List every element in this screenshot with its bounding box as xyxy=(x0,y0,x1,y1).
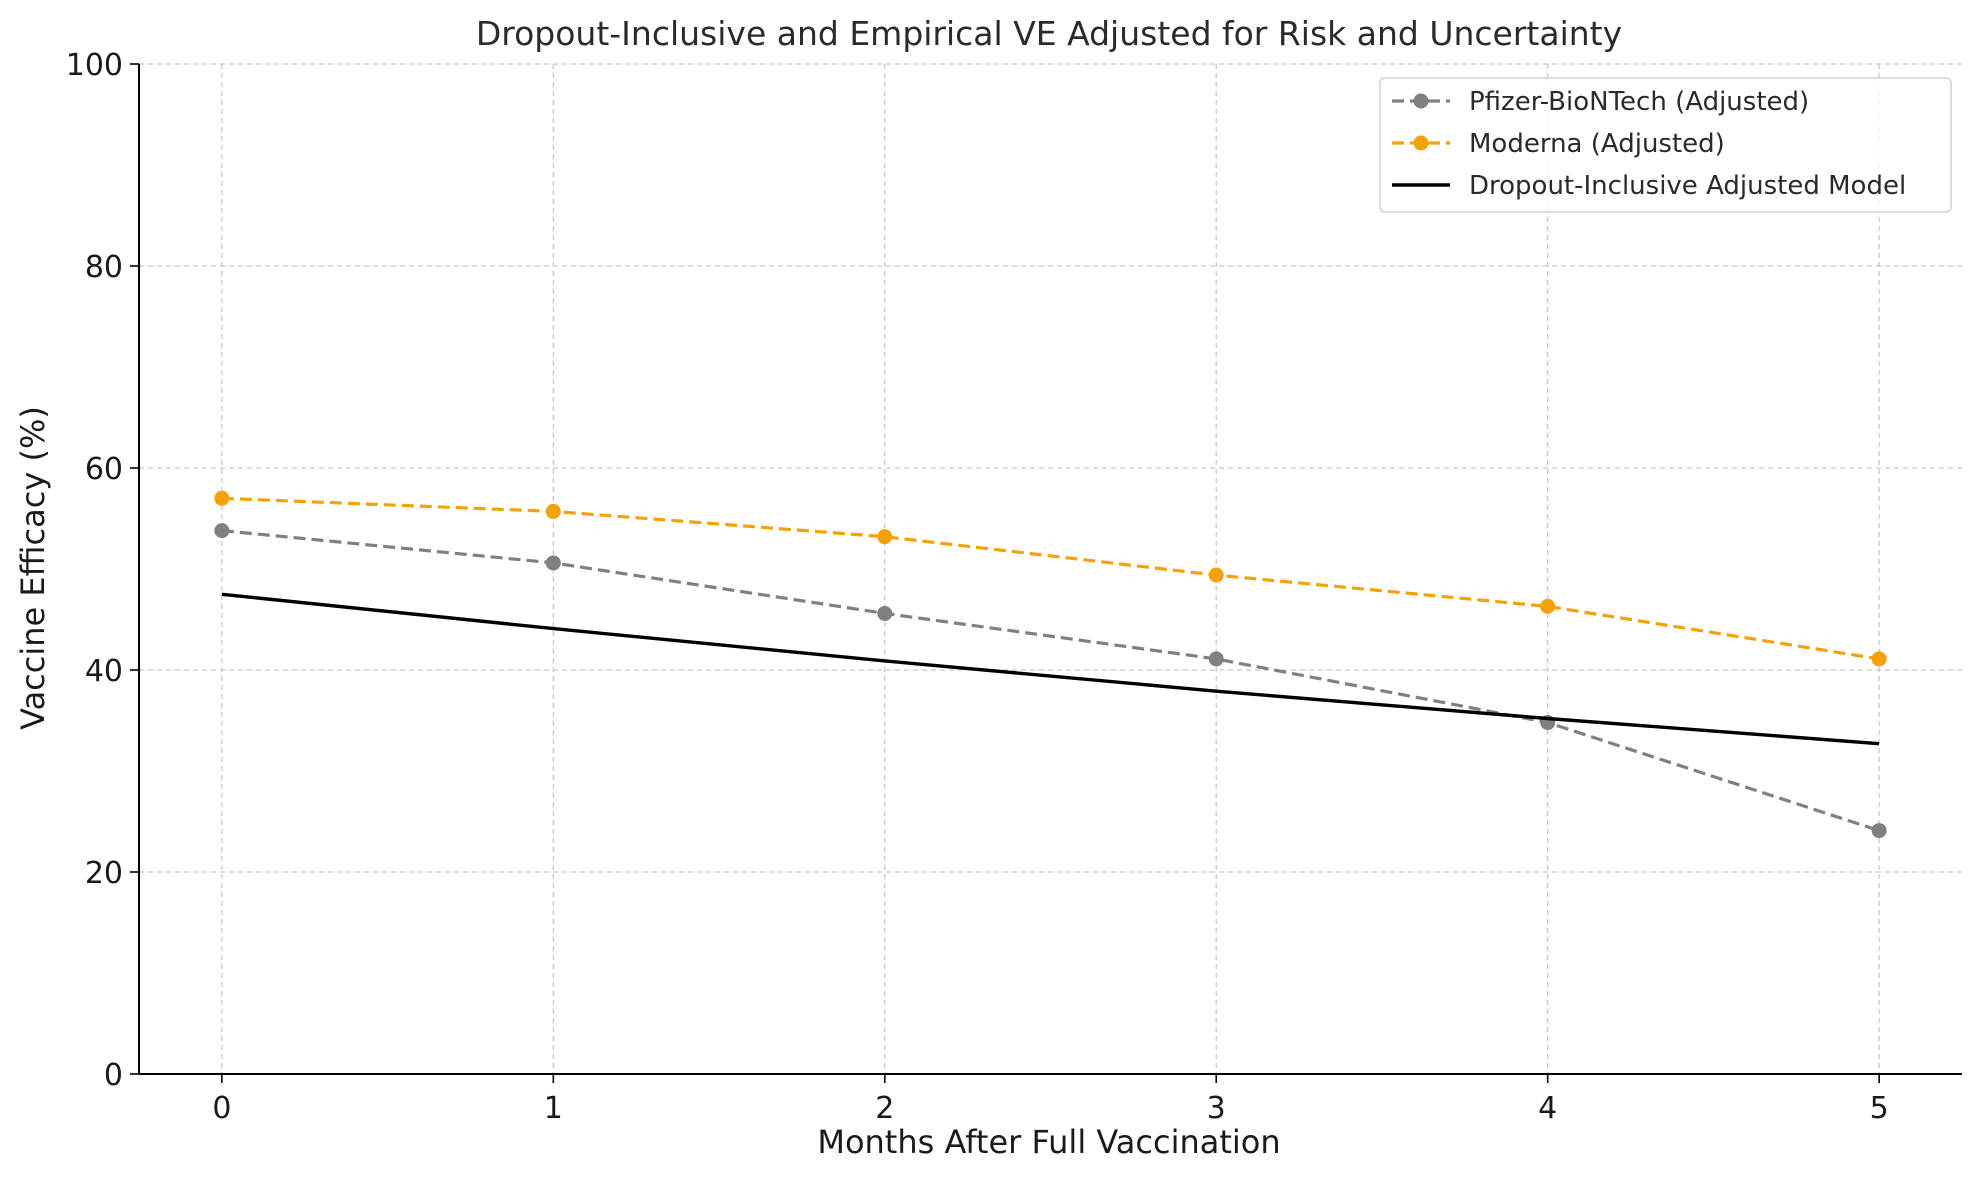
legend-box xyxy=(1379,77,1952,213)
x-axis-label: Months After Full Vaccination xyxy=(817,1123,1280,1161)
data-point xyxy=(214,490,230,506)
legend-swatch-marker xyxy=(1413,135,1429,151)
legend-label: Pfizer-BioNTech (Adjusted) xyxy=(1469,87,1809,117)
data-point xyxy=(1208,651,1224,667)
x-tick-label: 0 xyxy=(212,1091,231,1126)
y-tick-label: 0 xyxy=(104,1058,123,1093)
data-point xyxy=(545,503,561,519)
data-point xyxy=(877,529,893,545)
series-line-2 xyxy=(221,592,1880,746)
data-point xyxy=(1871,823,1887,839)
series-line-0 xyxy=(221,529,1880,833)
x-tick-label: 3 xyxy=(1207,1091,1226,1126)
data-point xyxy=(877,605,893,621)
x-tick-label: 1 xyxy=(544,1091,563,1126)
legend-label: Dropout-Inclusive Adjusted Model xyxy=(1469,171,1906,201)
y-tick-label: 60 xyxy=(85,452,123,487)
legend-swatch-marker xyxy=(1413,93,1429,109)
x-tick-label: 5 xyxy=(1870,1091,1889,1126)
series-layer xyxy=(214,490,1887,839)
data-point xyxy=(1540,598,1556,614)
x-tick-label: 2 xyxy=(875,1091,894,1126)
y-tick-label: 20 xyxy=(85,856,123,891)
axes xyxy=(130,63,1962,1083)
y-tick-label: 100 xyxy=(66,48,123,83)
chart-title: Dropout-Inclusive and Empirical VE Adjus… xyxy=(476,14,1622,53)
y-axis-label: Vaccine Efficacy (%) xyxy=(14,406,52,730)
legend-label: Moderna (Adjusted) xyxy=(1469,129,1725,159)
data-point xyxy=(545,555,561,571)
series-line-1 xyxy=(221,496,1880,661)
data-point xyxy=(1871,651,1887,667)
data-point xyxy=(214,523,230,539)
data-point xyxy=(1208,567,1224,583)
y-tick-label: 40 xyxy=(85,654,123,689)
x-tick-label: 4 xyxy=(1538,1091,1557,1126)
legend: Pfizer-BioNTech (Adjusted) Moderna (Adjus… xyxy=(1379,77,1952,213)
tick-labels: 0 1 2 3 4 5 0 20 40 60 80 100 xyxy=(66,48,1889,1126)
y-tick-label: 80 xyxy=(85,250,123,285)
